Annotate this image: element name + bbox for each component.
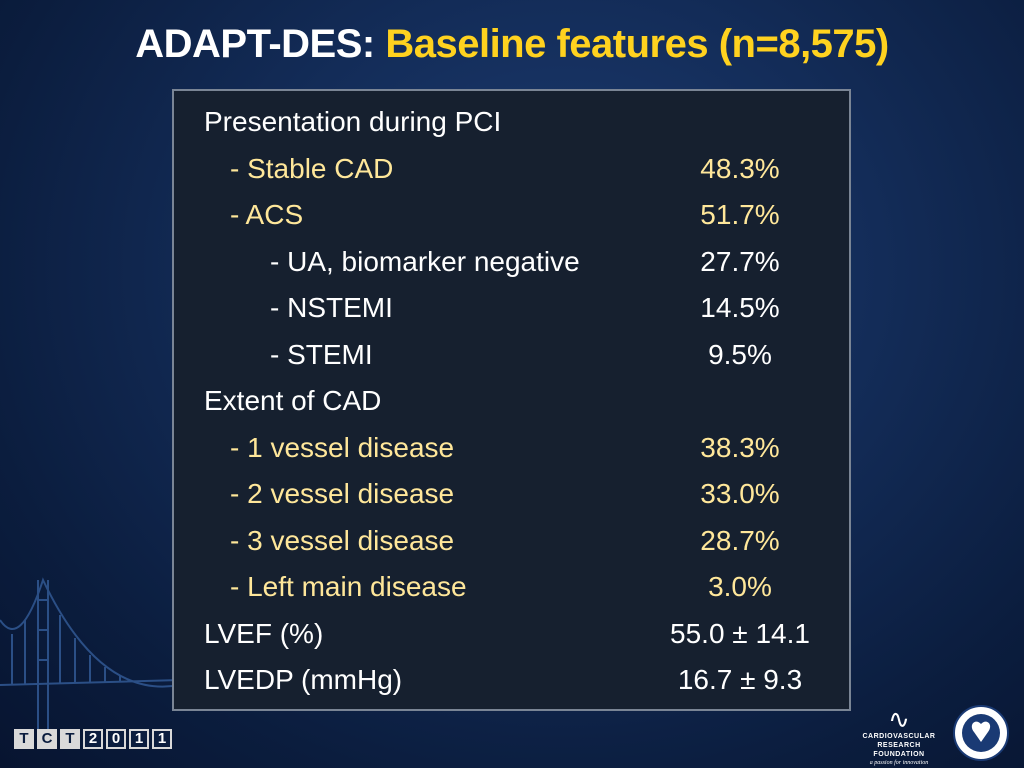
table-row: - NSTEMI 14.5% <box>174 285 849 331</box>
row-value: 51.7% <box>700 199 780 230</box>
tct-logo-char: 1 <box>152 729 172 749</box>
row-value: 48.3% <box>700 153 780 184</box>
table-row: - Stable CAD 48.3% <box>174 146 849 192</box>
tct-2011-logo: T C T 2 0 1 1 <box>14 729 172 749</box>
crf-logo: ∿ CARDIOVASCULAR RESEARCH FOUNDATION a p… <box>854 704 944 766</box>
row-value: 55.0 ± 14.1 <box>670 618 810 649</box>
tct-logo-char: 2 <box>83 729 103 749</box>
crf-logo-tagline: a passion for innovation <box>869 760 929 766</box>
row-label: - 3 vessel disease <box>230 525 455 556</box>
tct-logo-char: 1 <box>129 729 149 749</box>
crf-logo-line2: RESEARCH FOUNDATION <box>873 742 925 758</box>
row-value: 27.7% <box>700 246 780 277</box>
tct-logo-char: C <box>37 729 57 749</box>
row-value: 38.3% <box>700 432 780 463</box>
acc-seal-icon <box>953 705 1009 761</box>
table-row: LVEF (%) 55.0 ± 14.1 <box>174 611 849 657</box>
row-label: - ACS <box>230 199 304 230</box>
row-label: - UA, biomarker negative <box>270 246 580 277</box>
row-value: 33.0% <box>700 478 780 509</box>
row-value: 3.0% <box>708 571 772 602</box>
row-label: Extent of CAD <box>204 385 382 416</box>
tct-logo-char: 0 <box>106 729 126 749</box>
crf-swirl-icon: ∿ <box>888 704 910 734</box>
title-highlight: Baseline features (n=8,575) <box>385 22 889 66</box>
slide-title: ADAPT-DES: Baseline features (n=8,575) <box>0 22 1024 67</box>
table-row: LVEDP (mmHg) 16.7 ± 9.3 <box>174 657 849 703</box>
row-label: Presentation during PCI <box>204 106 502 137</box>
table-row: - ACS 51.7% <box>174 192 849 238</box>
table-row: - Left main disease 3.0% <box>174 564 849 610</box>
baseline-features-table: Presentation during PCI - Stable CAD 48.… <box>172 89 851 711</box>
table-row: - 1 vessel disease 38.3% <box>174 425 849 471</box>
title-prefix: ADAPT-DES: <box>135 22 375 66</box>
table-row: - 2 vessel disease 33.0% <box>174 471 849 517</box>
row-label: - NSTEMI <box>270 292 393 323</box>
tct-logo-char: T <box>14 729 34 749</box>
table-row: Presentation during PCI <box>174 99 849 145</box>
row-label: - 2 vessel disease <box>230 478 455 509</box>
golden-gate-bridge-icon <box>0 577 180 730</box>
table-row: - UA, biomarker negative 27.7% <box>174 239 849 285</box>
tct-logo-char: T <box>60 729 80 749</box>
row-value: 9.5% <box>708 339 772 370</box>
row-value: 14.5% <box>700 292 780 323</box>
row-label: LVEF (%) <box>204 618 324 649</box>
row-label: - STEMI <box>270 339 373 370</box>
crf-logo-line1: CARDIOVASCULAR <box>862 733 936 740</box>
row-value: 16.7 ± 9.3 <box>677 664 803 695</box>
row-label: - Stable CAD <box>230 153 394 184</box>
table-row: - STEMI 9.5% <box>174 332 849 378</box>
table-row: Extent of CAD <box>174 378 849 424</box>
row-label: - Left main disease <box>230 571 467 602</box>
row-value: 28.7% <box>700 525 780 556</box>
table-row: - 3 vessel disease 28.7% <box>174 518 849 564</box>
row-label: LVEDP (mmHg) <box>204 664 403 695</box>
row-label: - 1 vessel disease <box>230 432 455 463</box>
